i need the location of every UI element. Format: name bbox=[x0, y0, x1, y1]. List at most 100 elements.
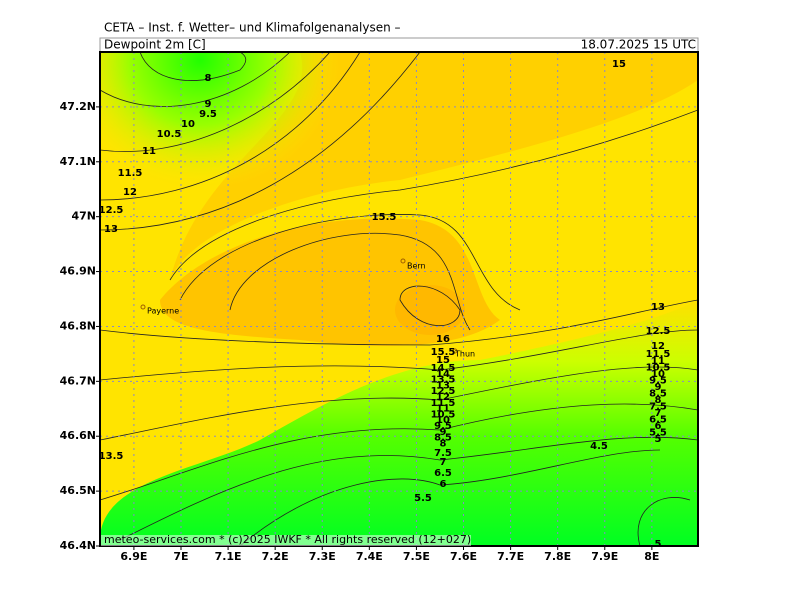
contour-label: 9 bbox=[205, 99, 212, 110]
contour-label: 11 bbox=[436, 404, 450, 415]
valid-time: 18.07.2025 15 UTC bbox=[581, 38, 696, 52]
footer-box bbox=[101, 535, 471, 546]
contour-label: 12.5 bbox=[99, 205, 124, 216]
contour bbox=[100, 52, 421, 231]
contour-label: 13 bbox=[651, 302, 665, 313]
contour-label: 11.5 bbox=[646, 349, 671, 360]
x-tick-label: 7.5E bbox=[403, 550, 430, 563]
x-tick-label: 6.9E bbox=[120, 550, 147, 563]
field-northwest bbox=[100, 52, 340, 190]
x-tick-label: 7.8E bbox=[544, 550, 571, 563]
contour-label: 15 bbox=[436, 355, 450, 366]
x-tick-label: 7E bbox=[173, 550, 188, 563]
contour-label: 10.5 bbox=[646, 363, 671, 374]
contour-label: 8.5 bbox=[649, 389, 667, 400]
contour-label: 12 bbox=[436, 392, 450, 403]
contour bbox=[169, 109, 698, 281]
contour-label: 7.5 bbox=[434, 448, 452, 459]
contour-label: 11 bbox=[142, 146, 156, 157]
field bbox=[100, 52, 698, 546]
contour bbox=[119, 436, 698, 541]
contour-label: 13.5 bbox=[431, 375, 456, 386]
field-south bbox=[100, 300, 698, 546]
contour-label: 9.5 bbox=[199, 109, 217, 120]
x-tick-label: 7.3E bbox=[309, 550, 336, 563]
field-max bbox=[395, 285, 465, 335]
contour-label: 15.5 bbox=[431, 347, 456, 358]
contour-label: 15 bbox=[612, 59, 626, 70]
contour bbox=[399, 285, 461, 327]
contour-label: 7 bbox=[440, 457, 447, 468]
contour-label: 7.5 bbox=[649, 402, 667, 413]
footer: meteo-services.com * (c)2025 IWKF * All … bbox=[104, 533, 471, 546]
contour-label: 9 bbox=[440, 427, 447, 438]
contour-label: 12.5 bbox=[646, 326, 671, 337]
contour-label: 10 bbox=[651, 369, 665, 380]
contour bbox=[100, 299, 698, 346]
contour-label: 14.5 bbox=[431, 363, 456, 374]
contour-label: 15.5 bbox=[372, 212, 397, 223]
contour-label: 11 bbox=[651, 356, 665, 367]
contour-label: 5 bbox=[655, 434, 662, 445]
contour bbox=[100, 366, 698, 441]
contour-label: 4.5 bbox=[590, 441, 608, 452]
place-name: Bern bbox=[407, 262, 426, 271]
contour-label: 10 bbox=[181, 119, 195, 130]
contour-label: 9.5 bbox=[649, 376, 667, 387]
x-tick-label: 7.2E bbox=[262, 550, 289, 563]
contour-label: 12.5 bbox=[431, 386, 456, 397]
header-title: CETA – Inst. f. Wetter– und Klimafolgena… bbox=[104, 21, 401, 35]
x-tick-label: 7.4E bbox=[356, 550, 383, 563]
contour-label: 13 bbox=[104, 224, 118, 235]
y-tick-label: 46.9N bbox=[60, 265, 96, 278]
contour bbox=[239, 449, 661, 546]
variable-label: Dewpoint 2m [C] bbox=[104, 38, 206, 52]
y-tick-label: 47N bbox=[71, 210, 96, 223]
contour-label: 10 bbox=[436, 415, 450, 426]
contour-label: 8 bbox=[655, 395, 662, 406]
contour bbox=[100, 52, 331, 152]
contour-label: 8.5 bbox=[434, 433, 452, 444]
x-tick-label: 7.1E bbox=[215, 550, 242, 563]
contour-label: 6 bbox=[440, 479, 447, 490]
contour bbox=[100, 52, 361, 201]
contour-label: 10.5 bbox=[431, 409, 456, 420]
contour-label: 8 bbox=[440, 438, 447, 449]
contour bbox=[179, 214, 521, 311]
y-tick-label: 47.1N bbox=[60, 155, 96, 168]
contour-label: 5 bbox=[655, 539, 662, 550]
place-marker bbox=[400, 258, 406, 264]
contour-label: 6.5 bbox=[434, 468, 452, 479]
contour-label: 6 bbox=[655, 421, 662, 432]
x-tick-label: 7.7E bbox=[497, 550, 524, 563]
overlay: BernPayerneThun15899.51010.51111.51212.5… bbox=[99, 52, 698, 550]
y-tick-label: 46.5N bbox=[60, 484, 96, 497]
y-tick-label: 46.7N bbox=[60, 374, 96, 387]
contour-label: 16 bbox=[436, 334, 450, 345]
place-name: Payerne bbox=[147, 307, 179, 316]
x-tick-label: 7.6E bbox=[450, 550, 477, 563]
contour-label: 9 bbox=[655, 382, 662, 393]
contour bbox=[100, 403, 698, 501]
contour bbox=[139, 52, 247, 81]
x-tick-label: 7.9E bbox=[591, 550, 618, 563]
y-tick-label: 47.2N bbox=[60, 100, 96, 113]
y-tick-label: 46.8N bbox=[60, 319, 96, 332]
contour bbox=[637, 497, 691, 546]
contour-label: 12 bbox=[123, 187, 137, 198]
x-tick-label: 8E bbox=[644, 550, 659, 563]
y-tick-label: 46.6N bbox=[60, 429, 96, 442]
contour-label: 5.5 bbox=[649, 428, 667, 439]
place-marker bbox=[140, 304, 146, 310]
contour-label: 5.5 bbox=[414, 493, 432, 504]
contour-label: 14 bbox=[436, 369, 450, 380]
contour-label: 6.5 bbox=[649, 415, 667, 426]
contour-label: 13.5 bbox=[99, 451, 124, 462]
contour bbox=[100, 52, 291, 107]
place-name: Thun bbox=[454, 350, 475, 359]
contour-label: 7 bbox=[655, 408, 662, 419]
place-marker bbox=[452, 348, 458, 354]
contour-label: 12 bbox=[651, 341, 665, 352]
contour-label: 13 bbox=[436, 380, 450, 391]
